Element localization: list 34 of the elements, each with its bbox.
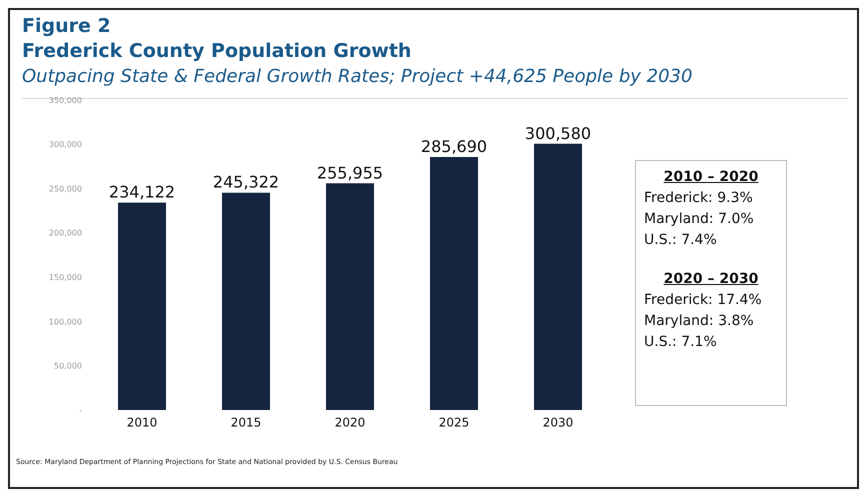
text: 2010 – 2020 <box>662 168 760 187</box>
data-label: 234,122 <box>108 182 176 202</box>
text: Outpacing State & Federal Growth Rates; Project +44,625 People by 2030 <box>22 65 692 89</box>
y-tick-label: 100,000 <box>48 317 82 326</box>
data-label: 285,690 <box>420 136 488 156</box>
text: Frederick: 17.4% <box>644 291 763 310</box>
y-tick-label: 150,000 <box>48 272 82 282</box>
x-tick-label: 2015 <box>230 416 262 430</box>
x-tick-label: 2020 <box>334 416 366 430</box>
text: Frederick: 9.3% <box>644 189 754 208</box>
y-tick-label: 350,000 <box>48 96 82 105</box>
bar <box>326 183 374 410</box>
x-tick-label: 2030 <box>542 416 574 430</box>
data-label: 255,955 <box>316 163 384 182</box>
text: Maryland: 3.8% <box>644 312 755 331</box>
chart-subtitle: Frederick County Population Growth <box>22 39 412 64</box>
text: U.S.: 7.4% <box>644 231 718 250</box>
y-tick-label: - <box>79 406 82 415</box>
y-tick-label: 250,000 <box>48 184 82 194</box>
bar <box>118 202 166 410</box>
text: 2020 – 2030 <box>662 270 760 289</box>
bar <box>430 156 478 410</box>
text: U.S.: 7.1% <box>644 333 718 352</box>
text: Maryland: 7.0% <box>644 210 755 229</box>
y-tick-label: 200,000 <box>48 228 82 238</box>
data-label: 245,322 <box>212 172 280 192</box>
bar <box>534 144 582 410</box>
bar <box>222 192 270 410</box>
y-tick-label: 50,000 <box>54 362 82 371</box>
x-tick-label: 2010 <box>126 416 158 430</box>
y-tick-label: 300,000 <box>48 140 82 150</box>
data-label: 300,580 <box>524 124 592 143</box>
x-tick-label: 2025 <box>438 416 470 430</box>
chart-title: Figure 2 <box>22 14 112 39</box>
